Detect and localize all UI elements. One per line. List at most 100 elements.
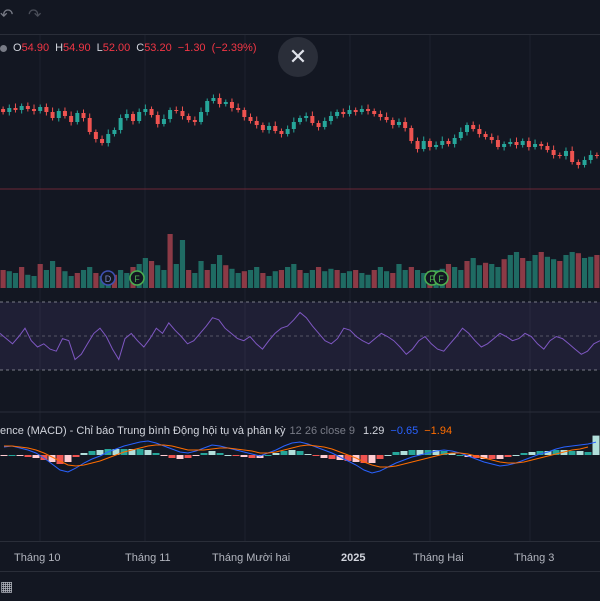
volume-bar <box>204 270 210 288</box>
time-axis[interactable]: Tháng 10 Tháng 11 Tháng Mười hai 2025 Th… <box>0 541 600 572</box>
candle <box>38 107 43 111</box>
macd-histogram-bar <box>96 450 104 455</box>
volume-bar <box>278 270 285 288</box>
candle <box>446 141 451 144</box>
candle <box>588 155 593 160</box>
macd-histogram-bar <box>480 455 488 459</box>
volume-bar <box>223 265 229 288</box>
candle <box>112 130 117 134</box>
rsi-pane <box>0 311 600 361</box>
macd-histogram-bar <box>584 452 592 455</box>
macd-params: 12 26 close 9 <box>289 425 355 437</box>
candle <box>137 112 142 121</box>
volume-bar <box>80 270 87 288</box>
macd-histogram-bar <box>344 455 352 461</box>
macd-histogram-bar <box>264 455 272 456</box>
candle <box>69 116 74 122</box>
volume-bar <box>155 265 161 288</box>
volume-bar <box>520 258 526 288</box>
event-marker-label: F <box>438 274 444 284</box>
candle <box>477 129 482 134</box>
candle <box>298 118 302 122</box>
candle <box>396 122 401 125</box>
macd-histogram-bar <box>152 453 160 455</box>
candle <box>186 116 191 120</box>
candle <box>514 142 519 145</box>
candle <box>223 102 228 104</box>
candle <box>124 114 129 118</box>
volume-bar <box>470 258 476 288</box>
macd-histogram-bar <box>392 452 400 455</box>
volume-bar <box>229 268 235 288</box>
low-label: L <box>96 42 103 54</box>
candle <box>372 111 377 114</box>
volume-bar <box>384 271 390 288</box>
macd-histogram-bar <box>272 453 280 455</box>
candle <box>285 129 290 134</box>
candle <box>149 109 154 115</box>
candle <box>75 113 80 122</box>
candle <box>403 122 408 128</box>
macd-histogram-bar <box>296 451 304 455</box>
candle <box>130 114 135 121</box>
candle <box>1 109 6 112</box>
macd-histogram-bar <box>376 455 384 459</box>
volume-bar <box>365 274 371 288</box>
calendar-icon[interactable]: ▦ <box>0 578 14 594</box>
volume-bar <box>297 270 303 288</box>
candle <box>13 108 18 110</box>
volume-bar <box>402 270 408 288</box>
close-button[interactable]: ✕ <box>278 37 318 77</box>
macd-histogram-bar <box>72 455 80 457</box>
macd-histogram-bar <box>136 449 144 455</box>
macd-histogram-bar <box>520 453 528 455</box>
volume-bar <box>118 270 124 288</box>
macd-histogram-bar <box>144 450 152 455</box>
candle <box>427 141 432 147</box>
macd-histogram-bar <box>400 451 408 455</box>
candle <box>495 140 500 147</box>
volume-bar <box>49 261 56 288</box>
macd-histogram-bar <box>240 455 248 457</box>
signal-line <box>4 444 589 468</box>
redo-icon[interactable]: ↷ <box>28 7 42 24</box>
candle <box>100 139 105 143</box>
candle <box>489 137 494 140</box>
volume-bar <box>396 264 402 288</box>
volume-bar <box>513 252 520 288</box>
candle <box>260 125 265 130</box>
macd-pane <box>0 435 600 474</box>
macd-histogram-bar <box>248 455 256 458</box>
macd-histogram-bar <box>544 451 552 455</box>
volume-bar <box>68 276 74 288</box>
volume-bar <box>25 274 31 288</box>
macd-title[interactable]: ence (MACD) - Chỉ báo Trung bình Động hộ… <box>0 425 286 437</box>
candle <box>217 98 222 104</box>
candle <box>118 118 123 130</box>
volume-bar <box>6 271 12 288</box>
event-marker-label: F <box>429 274 435 284</box>
macd-line <box>3 440 597 474</box>
macd-histogram-bar <box>384 455 392 456</box>
volume-bar <box>12 273 19 288</box>
undo-icon[interactable]: ↶ <box>0 7 14 24</box>
candle <box>366 109 371 111</box>
candle <box>384 117 389 120</box>
candle <box>180 111 185 116</box>
macd-histogram-bar <box>192 455 200 456</box>
series-dot-icon[interactable] <box>0 44 7 52</box>
macd-histogram-bar <box>176 455 184 459</box>
candle <box>409 128 414 141</box>
volume-bar <box>390 273 396 288</box>
candle <box>328 116 333 121</box>
macd-legend: ence (MACD) - Chỉ báo Trung bình Động hộ… <box>0 425 452 437</box>
event-marker <box>100 270 116 286</box>
candle <box>359 109 364 112</box>
candle <box>452 138 457 144</box>
volume-bar <box>148 261 155 288</box>
macd-value: 1.29 <box>362 425 385 437</box>
volume-bar <box>346 271 353 288</box>
candle <box>310 116 315 123</box>
